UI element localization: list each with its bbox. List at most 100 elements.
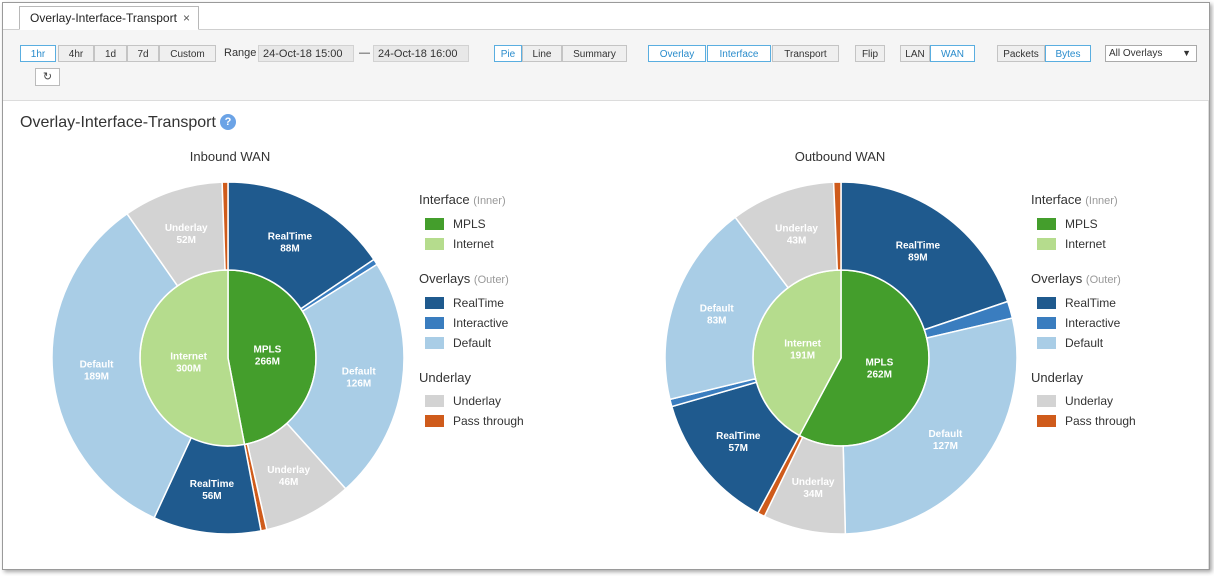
legend-overlays-heading: Overlays (Outer) (419, 271, 509, 286)
legend-swatch (425, 337, 444, 349)
group-transport-button[interactable]: Transport (772, 45, 839, 62)
group-overlay-button[interactable]: Overlay (648, 45, 706, 62)
legend-swatch (425, 238, 444, 250)
legend-interface-subtitle: (Inner) (1085, 195, 1118, 207)
legend-swatch (425, 415, 444, 427)
view-summary-button[interactable]: Summary (562, 45, 627, 62)
inbound-wan-donut: RealTime 88M Default 126M Underlay 46M RealTim… (51, 181, 405, 535)
inner-label-internet: Internet 191M (784, 338, 821, 361)
legend-interface-title: Interface (419, 192, 470, 207)
outer-slice-default[interactable] (285, 263, 405, 490)
outer-slice-default[interactable] (51, 212, 193, 519)
refresh-button[interactable]: ↻ (35, 68, 60, 86)
outer-slice-default[interactable] (664, 216, 790, 401)
overlay-select-value: All Overlays (1109, 48, 1163, 59)
legend-underlay-heading: Underlay (1031, 370, 1084, 385)
legend-label: Default (1065, 336, 1104, 350)
outer-label-realtime: RealTime 89M (896, 241, 941, 264)
outer-label-underlay: Underlay 43M (775, 224, 818, 247)
legend-swatch (425, 218, 444, 230)
legend-label: MPLS (1065, 217, 1098, 231)
range-start-field[interactable]: 24-Oct-18 15:00 (258, 45, 354, 62)
legend-underlay-heading: Underlay (419, 370, 472, 385)
divider (1208, 100, 1209, 569)
page-title: Overlay-Interface-Transport (20, 114, 216, 131)
outer-slice-pass-through[interactable] (832, 181, 842, 271)
help-icon[interactable]: ? (220, 114, 236, 130)
legend-label: Internet (1065, 237, 1106, 251)
legend-label: RealTime (453, 296, 504, 310)
outer-label-default: Default 126M (342, 366, 377, 389)
chevron-down-icon: ▼ (1182, 48, 1191, 58)
flip-button[interactable]: Flip (855, 45, 885, 62)
bytes-button[interactable]: Bytes (1045, 45, 1091, 62)
tab-label: Overlay-Interface-Transport (30, 11, 177, 25)
legend-outbound: Interface (Inner) MPLS Internet Overlays… (1031, 190, 1181, 440)
legend-swatch (1037, 317, 1056, 329)
legend-label: Underlay (1065, 394, 1114, 408)
outer-label-realtime: RealTime 56M (190, 479, 235, 502)
group-interface-button[interactable]: Interface (707, 45, 771, 62)
time-7d-button[interactable]: 7d (127, 45, 159, 62)
outer-slice-realtime[interactable] (840, 181, 1009, 331)
legend-overlays-title: Overlays (1031, 271, 1083, 286)
legend-swatch (425, 395, 444, 407)
tab-bar: Overlay-Interface-Transport × (3, 3, 1209, 30)
overlay-select[interactable]: All Overlays ▼ (1105, 45, 1197, 62)
outbound-wan-donut: RealTime 89M Default 127M Underlay 34M RealTim… (664, 181, 1018, 535)
legend-overlays-heading: Overlays (Outer) (1031, 271, 1121, 286)
time-1hr-button[interactable]: 1hr (20, 45, 56, 62)
tab-overlay-interface-transport[interactable]: Overlay-Interface-Transport × (19, 6, 199, 30)
outer-label-underlay: Underlay 46M (267, 465, 310, 488)
outer-label-underlay: Underlay 34M (792, 477, 835, 500)
outer-slice-pass-through[interactable] (221, 181, 229, 271)
legend-label: Internet (453, 237, 494, 251)
packets-button[interactable]: Packets (997, 45, 1045, 62)
legend-inbound: Interface (Inner) MPLS Internet Overlays… (419, 190, 569, 440)
time-4hr-button[interactable]: 4hr (58, 45, 94, 62)
legend-label: Pass through (1065, 414, 1136, 428)
range-end-field[interactable]: 24-Oct-18 16:00 (373, 45, 469, 62)
range-separator: — (359, 47, 370, 59)
outer-slice-default[interactable] (842, 317, 1018, 535)
view-pie-button[interactable]: Pie (494, 45, 522, 62)
legend-interface-heading: Interface (Inner) (419, 192, 506, 207)
legend-label: Pass through (453, 414, 524, 428)
legend-label: Underlay (453, 394, 502, 408)
refresh-icon: ↻ (42, 71, 53, 83)
inner-label-internet: Internet 300M (170, 352, 207, 375)
wan-button[interactable]: WAN (930, 45, 975, 62)
outer-label-default: Default 127M (928, 429, 963, 452)
legend-swatch (1037, 218, 1056, 230)
view-line-button[interactable]: Line (522, 45, 562, 62)
outer-label-realtime: RealTime 88M (268, 231, 313, 254)
outer-label-default: Default 189M (80, 360, 115, 383)
legend-swatch (1037, 337, 1056, 349)
legend-label: MPLS (453, 217, 486, 231)
inner-label-mpls: MPLS 262M (866, 358, 894, 381)
range-label: Range (224, 47, 257, 59)
lan-button[interactable]: LAN (900, 45, 930, 62)
time-custom-button[interactable]: Custom (159, 45, 216, 62)
outer-slice-realtime[interactable] (227, 181, 375, 310)
legend-interface-title: Interface (1031, 192, 1082, 207)
time-1d-button[interactable]: 1d (94, 45, 127, 62)
toolbar: 1hr 4hr 1d 7d Custom Range 24-Oct-18 15:… (3, 30, 1209, 101)
legend-label: Interactive (1065, 316, 1121, 330)
legend-interface-subtitle: (Inner) (473, 195, 506, 207)
outer-label-realtime: RealTime 57M (716, 431, 761, 454)
chart-title-inbound: Inbound WAN (189, 149, 271, 164)
legend-swatch (425, 297, 444, 309)
chart-title-outbound: Outbound WAN (794, 149, 886, 164)
legend-label: RealTime (1065, 296, 1116, 310)
legend-swatch (1037, 297, 1056, 309)
outer-label-underlay: Underlay 52M (165, 223, 208, 246)
outer-label-default: Default 83M (700, 303, 735, 326)
legend-overlays-subtitle: (Outer) (1085, 274, 1121, 286)
legend-label: Default (453, 336, 492, 350)
legend-swatch (1037, 395, 1056, 407)
legend-swatch (1037, 238, 1056, 250)
close-icon[interactable]: × (182, 11, 190, 25)
inner-label-mpls: MPLS 266M (254, 344, 282, 367)
